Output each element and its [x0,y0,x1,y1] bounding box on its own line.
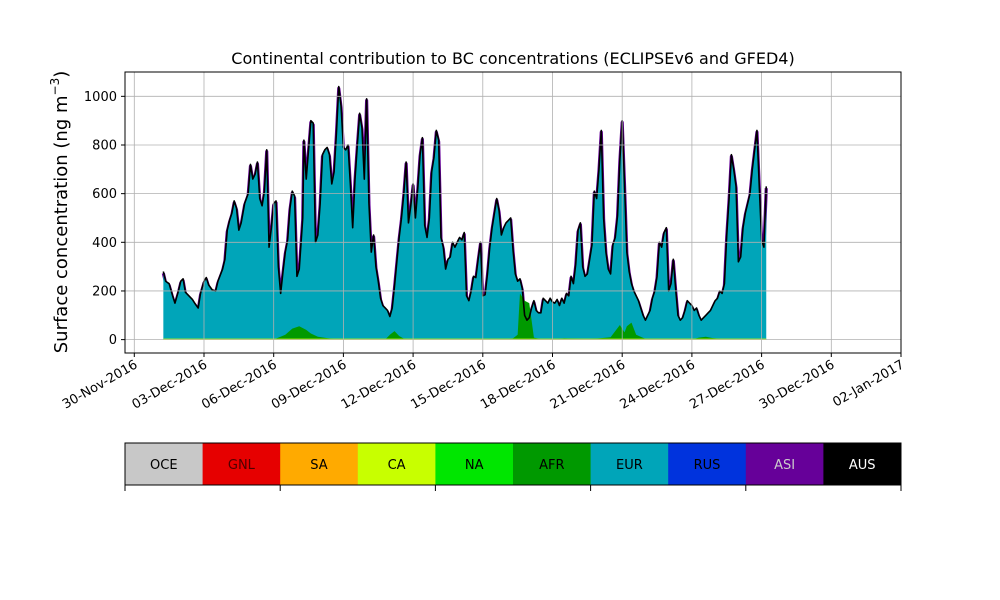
y-tick-label: 600 [92,187,117,202]
x-tick-label: 02-Jan-2017 [830,357,907,410]
x-tick-label: 09-Dec-2016 [269,357,349,412]
legend-swatch-rus [668,443,747,485]
legend-label-aus: AUS [849,458,876,473]
x-tick-label: 03-Dec-2016 [130,357,210,412]
x-tick-label: 24-Dec-2016 [618,357,698,412]
plot-frame [124,71,902,354]
legend-swatch-sa [280,443,359,485]
legend-swatch-asi [745,443,824,485]
y-tick-label: 200 [92,284,117,299]
legend-label-rus: RUS [694,458,721,473]
legend-swatch-aus [823,443,902,485]
legend-swatch-gnl [202,443,281,485]
legend-label-asi: ASI [774,458,795,473]
svg-text:Surface concentration (ng m−3): Surface concentration (ng m−3) [48,71,72,354]
x-tick-label: 30-Nov-2016 [60,357,140,412]
y-tick-label: 1000 [84,90,117,105]
x-tick-label: 30-Dec-2016 [757,357,837,412]
legend-label-eur: EUR [616,458,643,473]
y-tick-label: 0 [109,333,117,348]
series-total-outline [162,85,768,321]
series-eur-area [163,86,767,340]
legend-swatch-eur [590,443,669,485]
y-axis-label-main: Surface concentration (ng m [51,95,72,353]
legend-label-sa: SA [310,458,327,473]
legend-label-ca: CA [388,458,406,473]
y-axis-label-close: ) [51,71,72,78]
y-tick-label: 400 [92,236,117,251]
legend-label-gnl: GNL [228,458,256,473]
x-tick-label: 18-Dec-2016 [478,357,558,412]
legend-swatch-oce [125,443,204,485]
x-tick-label: 27-Dec-2016 [687,357,767,412]
legend-label-oce: OCE [150,458,178,473]
chart-title: Continental contribution to BC concentra… [231,49,794,68]
x-tick-label: 21-Dec-2016 [548,357,628,412]
legend-label-afr: AFR [539,458,564,473]
y-axis-label: Surface concentration (ng m−3) [48,71,72,354]
x-tick-label: 12-Dec-2016 [339,357,419,412]
x-tick-label: 15-Dec-2016 [408,357,488,412]
y-axis-label-exponent: −3 [48,78,62,96]
legend-swatch-ca [357,443,436,485]
legend-label-na: NA [465,458,484,473]
legend-swatch-na [435,443,514,485]
legend: OCE GNL SA CA NA AFR EUR RUS ASI AUS [124,442,902,491]
legend-frame [124,442,902,486]
legend-swatch-afr [513,443,592,485]
x-tick-label: 06-Dec-2016 [199,357,279,412]
plot-area: 0200400600800100030-Nov-201603-Dec-20160… [60,71,907,413]
y-tick-label: 800 [92,138,117,153]
